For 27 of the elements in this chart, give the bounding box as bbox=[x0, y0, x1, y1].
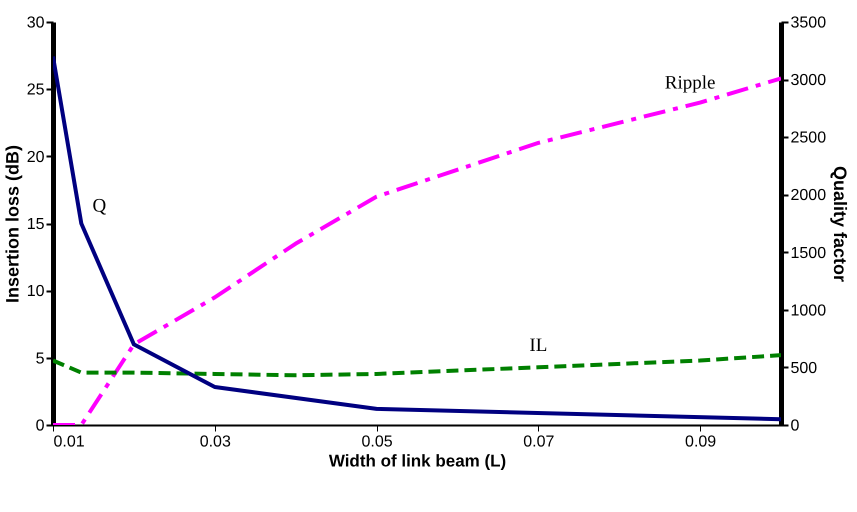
y2-tick-label: 3500 bbox=[790, 14, 826, 32]
x-tick-label: 0.01 bbox=[54, 434, 85, 450]
y2-tick-label: 2000 bbox=[790, 187, 826, 204]
y-tick-label: 15 bbox=[26, 216, 45, 233]
y2-tick-label: 3000 bbox=[790, 72, 826, 90]
y2-tick-label: 500 bbox=[790, 360, 818, 377]
y-tick-label: 0 bbox=[36, 418, 45, 434]
x-tick-label: 0.07 bbox=[523, 434, 555, 450]
x-axis-title: Width of link beam (L) bbox=[328, 452, 506, 470]
x-tick-label: 0.03 bbox=[200, 434, 231, 450]
y-axis-title: Insertion loss (dB) bbox=[2, 144, 23, 304]
y-tick-label: 20 bbox=[26, 148, 45, 166]
series-label: Q bbox=[92, 196, 106, 216]
y-tick-label: 10 bbox=[26, 283, 45, 300]
y2-axis-title: Quality factor bbox=[830, 166, 850, 282]
y-tick-label: 25 bbox=[26, 82, 45, 99]
y2-tick-label: 0 bbox=[790, 418, 800, 434]
series-label: IL bbox=[529, 335, 548, 356]
y2-tick-label: 1500 bbox=[790, 244, 826, 262]
x-tick-label: 0.09 bbox=[685, 434, 716, 450]
series-label: Ripple bbox=[664, 72, 716, 94]
y2-tick-label: 2500 bbox=[790, 130, 826, 147]
x-tick-label: 0.05 bbox=[361, 434, 393, 450]
line-series bbox=[53, 353, 781, 378]
y-tick-label: 30 bbox=[26, 14, 45, 32]
y-tick-label: 5 bbox=[36, 350, 45, 368]
y2-tick-label: 1000 bbox=[790, 302, 826, 320]
